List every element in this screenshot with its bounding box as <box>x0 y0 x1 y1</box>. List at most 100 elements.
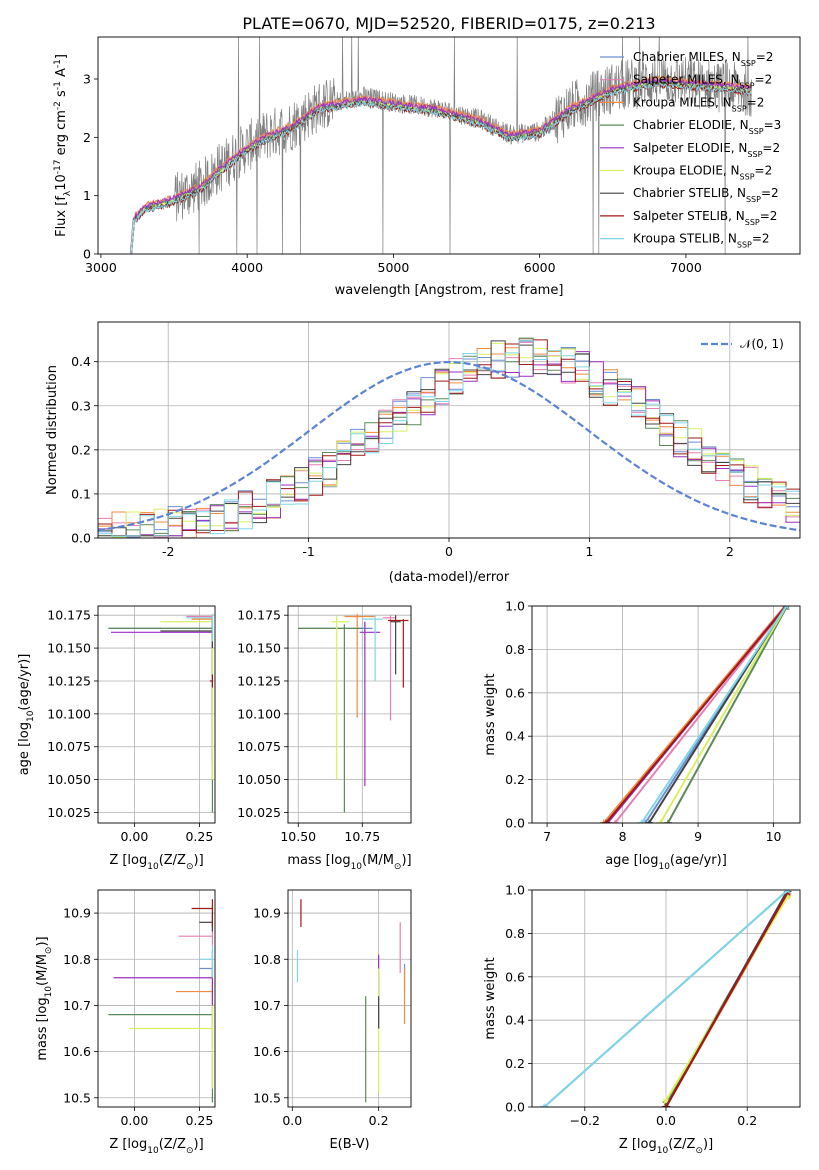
age-vs-mass-ytick-label: 10.150 <box>237 641 281 656</box>
weight-marker: ★ <box>637 817 647 830</box>
normal-curve <box>98 360 800 532</box>
residuals-ytick-label: 0.2 <box>71 442 91 457</box>
age-vs-Z-ytick-label: 10.025 <box>47 805 91 820</box>
massweight-vs-Z-xtick-label: 0.0 <box>656 1113 676 1128</box>
spectrum-model-line <box>131 81 752 254</box>
mass-vs-Z-ytick-label: 10.7 <box>63 998 91 1013</box>
age-vs-mass-ytick-label: 10.075 <box>237 739 281 754</box>
mass-vs-ebv-ytick-label: 10.8 <box>253 952 281 967</box>
weight-marker: ★ <box>640 817 650 830</box>
residual-histogram <box>98 340 800 537</box>
massweight-vs-age-xlabel: age [log10(age/yr)] <box>605 853 727 872</box>
spectrum-ylabel: Flux [fλ10-17 erg cm-2 s-1 A-1] <box>53 54 73 237</box>
massweight-vs-Z-ytick-label: 0.0 <box>505 1100 525 1115</box>
weight-marker: ★ <box>781 600 791 613</box>
spectrum-ytick-label: 3 <box>83 72 91 87</box>
massweight-vs-Z-plot: ★★★★★★★★★★★★★★★★★★ <box>539 886 793 1114</box>
residuals-ytick-label: 0.0 <box>71 531 91 546</box>
residuals-xtick-label: 0 <box>445 544 453 559</box>
weight-marker: ★ <box>610 817 620 830</box>
age-vs-Z-xtick-label: 0.00 <box>120 829 148 844</box>
age-vs-Z-xlabel: Z [log10(Z/Z⊙)] <box>109 853 203 872</box>
legend-entry: Kroupa MILES, NSSP=2 <box>633 95 764 113</box>
massweight-vs-age-ytick-label: 0.0 <box>505 816 525 831</box>
mass-vs-ebv-ytick-label: 10.6 <box>253 1044 281 1059</box>
massweight-vs-Z-xtick-label: −0.2 <box>570 1113 600 1128</box>
massweight-vs-age-ytick-label: 0.6 <box>505 685 525 700</box>
spectrum-xtick-label: 3000 <box>85 260 117 275</box>
spectrum-legend: Chabrier MILES, NSSP=2 Salpeter MILES, NS… <box>600 50 781 249</box>
weight-marker: ★ <box>782 600 792 613</box>
residuals-xlabel: (data-model)/error <box>389 570 510 585</box>
age-vs-Z-frame <box>97 605 216 824</box>
spectrum-ytick-label: 0 <box>83 247 91 262</box>
residuals-ytick-label: 0.1 <box>71 486 91 501</box>
age-vs-Z-ytick-label: 10.150 <box>47 641 91 656</box>
weight-marker: ★ <box>781 600 791 613</box>
mass-vs-Z-plot <box>108 899 213 1103</box>
mass-vs-ebv-axes: 0.0 0.2 10.5 10.6 10.7 10.8 10.9 <box>253 890 411 1128</box>
spectrum-xtick-label: 5000 <box>378 260 410 275</box>
massweight-vs-age-frame <box>531 605 801 824</box>
mass-vs-ebv-ytick-label: 10.5 <box>253 1090 281 1105</box>
age-vs-mass-frame <box>287 605 412 824</box>
weight-marker: ★ <box>599 817 609 830</box>
massweight-vs-Z-xlabel: Z [log10(Z/Z⊙)] <box>619 1137 713 1156</box>
massweight-vs-age-xtick-label: 10 <box>766 829 782 844</box>
residuals-plot <box>98 337 800 538</box>
weight-line <box>667 606 789 823</box>
residuals-frame <box>97 321 801 539</box>
weight-marker: ★ <box>644 817 654 830</box>
massweight-vs-age-ylabel: mass weight <box>483 673 498 755</box>
spectrum-model-line <box>131 77 752 254</box>
residuals-ytick-label: 0.3 <box>71 398 91 413</box>
mass-vs-Z-ytick-label: 10.5 <box>63 1090 91 1105</box>
massweight-vs-age-ytick-label: 1.0 <box>505 599 525 614</box>
age-vs-Z-ytick-label: 10.175 <box>47 608 91 623</box>
weight-line <box>659 606 788 823</box>
massweight-vs-age-plot: ★★★★★★★★★★★★★★★★★★ <box>599 600 792 830</box>
massweight-vs-age-xtick-label: 9 <box>694 829 702 844</box>
age-vs-Z-xtick-label: 0.25 <box>185 829 213 844</box>
residuals-ylabel: Normed distribution <box>45 365 60 495</box>
legend-entry: Kroupa STELIB, NSSP=2 <box>633 232 770 250</box>
legend-entry: Chabrier ELODIE, NSSP=3 <box>633 118 781 136</box>
weight-line <box>640 606 788 823</box>
mass-vs-Z-ytick-label: 10.9 <box>63 906 91 921</box>
residuals-xtick-label: -1 <box>302 544 314 559</box>
massweight-vs-age-xtick-label: 8 <box>619 829 627 844</box>
mass-vs-Z-xtick-label: 0.00 <box>120 1113 148 1128</box>
weight-marker: ★ <box>661 1097 671 1110</box>
age-vs-mass-xtick-label: 10.50 <box>280 829 316 844</box>
mass-vs-Z-ylabel: mass [log10(M/M⊙)] <box>35 936 54 1060</box>
age-vs-mass-ytick-label: 10.050 <box>237 772 281 787</box>
weight-marker: ★ <box>783 886 793 899</box>
massweight-vs-Z-ytick-label: 0.4 <box>505 1013 525 1028</box>
age-vs-mass-ytick-label: 10.125 <box>237 673 281 688</box>
legend-entry: Chabrier STELIB, NSSP=2 <box>633 186 779 204</box>
mass-vs-Z-ytick-label: 10.8 <box>63 952 91 967</box>
weight-line <box>605 606 788 823</box>
age-vs-Z-ytick-label: 10.100 <box>47 706 91 721</box>
mass-vs-Z-axes: 0.00 0.25 10.5 10.6 10.7 10.8 10.9 <box>63 890 215 1128</box>
figure-title: PLATE=0670, MJD=52520, FIBERID=0175, z=0… <box>242 14 655 33</box>
weight-line <box>543 890 789 1107</box>
weight-marker: ★ <box>663 817 673 830</box>
residuals-legend: 𝒩(0, 1) <box>701 337 784 351</box>
legend-entry: Chabrier MILES, NSSP=2 <box>633 50 773 68</box>
legend-entry: Salpeter ELODIE, NSSP=2 <box>633 141 780 159</box>
mass-vs-ebv-ytick-label: 10.9 <box>253 906 281 921</box>
spectrum-xtick-label: 4000 <box>231 260 263 275</box>
massweight-vs-Z-ylabel: mass weight <box>483 957 498 1039</box>
spectrum-plot <box>129 37 752 254</box>
weight-marker: ★ <box>781 600 791 613</box>
massweight-vs-age-axes: 7 8 9 10 0.0 0.2 0.4 0.6 0.8 1.0 <box>505 599 800 844</box>
age-vs-Z-axes: 0.00 0.25 10.025 10.050 10.075 10.100 10.125 10… <box>47 606 215 844</box>
weight-marker: ★ <box>601 817 611 830</box>
weight-marker: ★ <box>661 1101 671 1114</box>
age-vs-Z-ytick-label: 10.050 <box>47 772 91 787</box>
age-vs-mass-xlabel: mass [log10(M/M⊙)] <box>287 853 411 872</box>
weight-marker: ★ <box>539 1101 549 1114</box>
